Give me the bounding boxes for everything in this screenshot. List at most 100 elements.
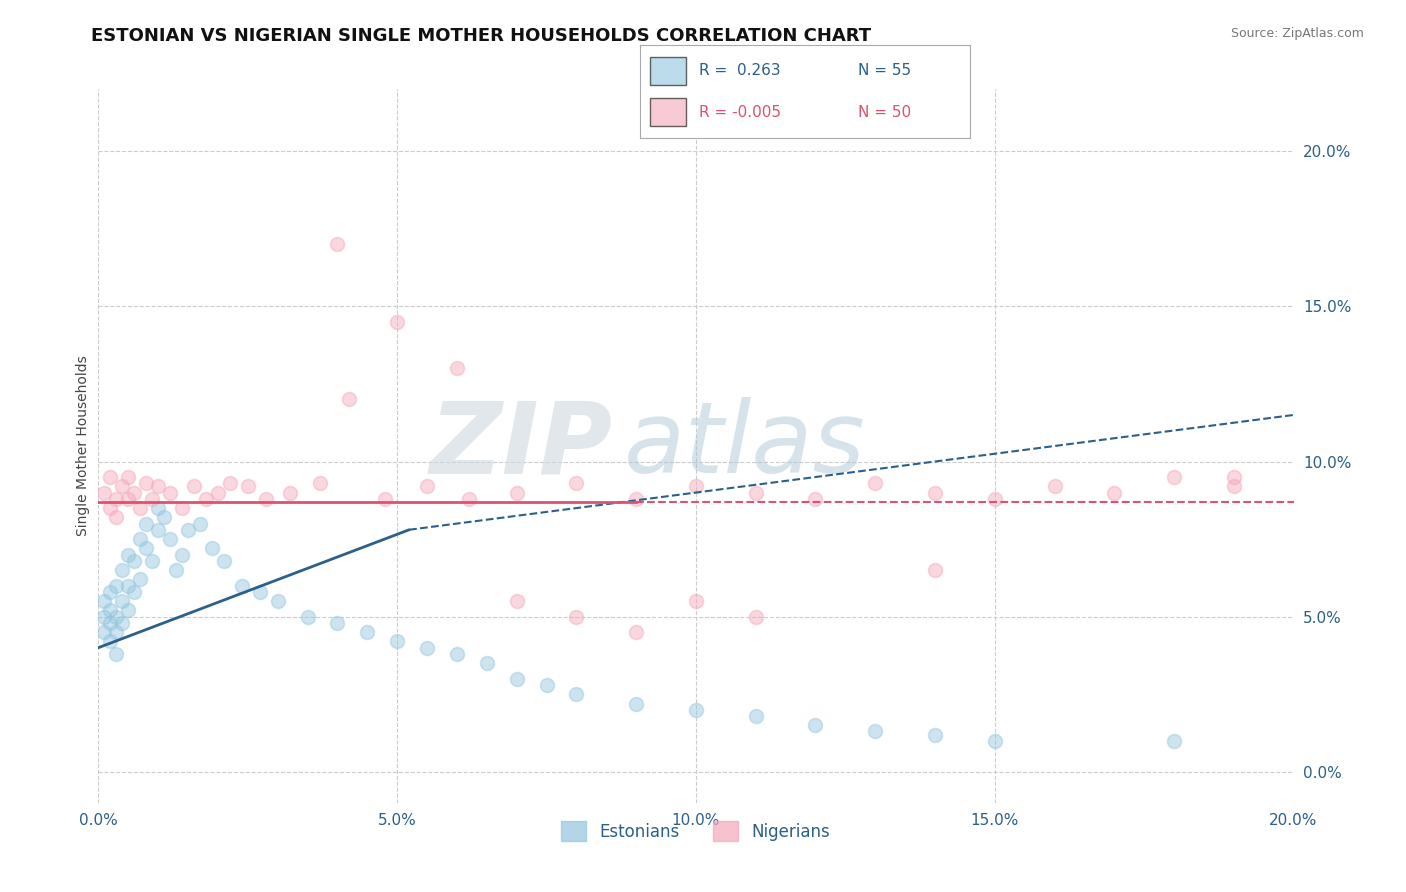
- Point: [105, 647, 128, 661]
- Point: [924, 485, 946, 500]
- Point: [231, 579, 253, 593]
- Point: [105, 579, 128, 593]
- Point: [924, 563, 946, 577]
- FancyBboxPatch shape: [650, 98, 686, 126]
- Point: [105, 510, 128, 524]
- Text: R =  0.263: R = 0.263: [699, 63, 780, 78]
- Point: [124, 554, 146, 568]
- Point: [141, 491, 163, 506]
- Point: [565, 476, 588, 491]
- Point: [165, 563, 187, 577]
- Point: [626, 697, 648, 711]
- Point: [129, 532, 152, 546]
- Point: [446, 647, 468, 661]
- Point: [98, 634, 122, 648]
- Point: [129, 501, 152, 516]
- Point: [98, 615, 122, 630]
- Point: [626, 625, 648, 640]
- Point: [804, 491, 827, 506]
- Point: [1223, 470, 1246, 484]
- Point: [1043, 479, 1066, 493]
- Point: [201, 541, 224, 556]
- Point: [385, 634, 409, 648]
- Point: [506, 672, 529, 686]
- Point: [153, 510, 176, 524]
- Point: [254, 491, 277, 506]
- Point: [117, 548, 139, 562]
- Text: Source: ZipAtlas.com: Source: ZipAtlas.com: [1230, 27, 1364, 40]
- Point: [98, 501, 122, 516]
- Point: [745, 709, 768, 723]
- Point: [308, 476, 330, 491]
- Text: R = -0.005: R = -0.005: [699, 104, 782, 120]
- Point: [183, 479, 205, 493]
- Text: ZIP: ZIP: [429, 398, 613, 494]
- Point: [93, 609, 115, 624]
- Point: [141, 554, 163, 568]
- Point: [745, 609, 768, 624]
- Point: [1163, 470, 1185, 484]
- Point: [924, 727, 946, 741]
- Point: [195, 491, 218, 506]
- Point: [565, 609, 588, 624]
- Point: [984, 733, 1007, 747]
- Point: [236, 479, 259, 493]
- Point: [148, 479, 170, 493]
- Point: [172, 548, 194, 562]
- Point: [124, 584, 146, 599]
- Point: [177, 523, 200, 537]
- Point: [339, 392, 361, 407]
- Point: [111, 615, 134, 630]
- Text: atlas: atlas: [624, 398, 866, 494]
- Point: [326, 615, 349, 630]
- Point: [865, 724, 887, 739]
- Text: ESTONIAN VS NIGERIAN SINGLE MOTHER HOUSEHOLDS CORRELATION CHART: ESTONIAN VS NIGERIAN SINGLE MOTHER HOUSE…: [91, 27, 872, 45]
- Point: [626, 491, 648, 506]
- Point: [105, 625, 128, 640]
- Point: [745, 485, 768, 500]
- Point: [565, 687, 588, 701]
- Point: [172, 501, 194, 516]
- Point: [219, 476, 242, 491]
- Legend: Estonians, Nigerians: Estonians, Nigerians: [555, 814, 837, 848]
- Point: [207, 485, 229, 500]
- Point: [148, 523, 170, 537]
- Point: [446, 361, 468, 376]
- Point: [93, 594, 115, 608]
- Text: N = 55: N = 55: [858, 63, 911, 78]
- Point: [129, 573, 152, 587]
- Point: [267, 594, 290, 608]
- Point: [117, 579, 139, 593]
- Point: [117, 470, 139, 484]
- Point: [506, 485, 529, 500]
- Point: [159, 485, 181, 500]
- Point: [506, 594, 529, 608]
- Point: [475, 656, 498, 670]
- Point: [105, 609, 128, 624]
- Point: [111, 563, 134, 577]
- Point: [416, 479, 439, 493]
- Point: [105, 491, 128, 506]
- Point: [685, 703, 707, 717]
- Point: [117, 603, 139, 617]
- Point: [356, 625, 378, 640]
- Point: [93, 485, 115, 500]
- Point: [135, 516, 157, 531]
- Point: [1163, 733, 1185, 747]
- Y-axis label: Single Mother Households: Single Mother Households: [76, 356, 90, 536]
- Point: [278, 485, 301, 500]
- Point: [326, 237, 349, 252]
- FancyBboxPatch shape: [650, 57, 686, 85]
- Point: [458, 491, 481, 506]
- Point: [148, 501, 170, 516]
- Point: [135, 476, 157, 491]
- Point: [159, 532, 181, 546]
- Point: [416, 640, 439, 655]
- Point: [865, 476, 887, 491]
- Point: [385, 315, 409, 329]
- Point: [188, 516, 211, 531]
- Point: [685, 479, 707, 493]
- Point: [111, 479, 134, 493]
- Point: [98, 584, 122, 599]
- Point: [685, 594, 707, 608]
